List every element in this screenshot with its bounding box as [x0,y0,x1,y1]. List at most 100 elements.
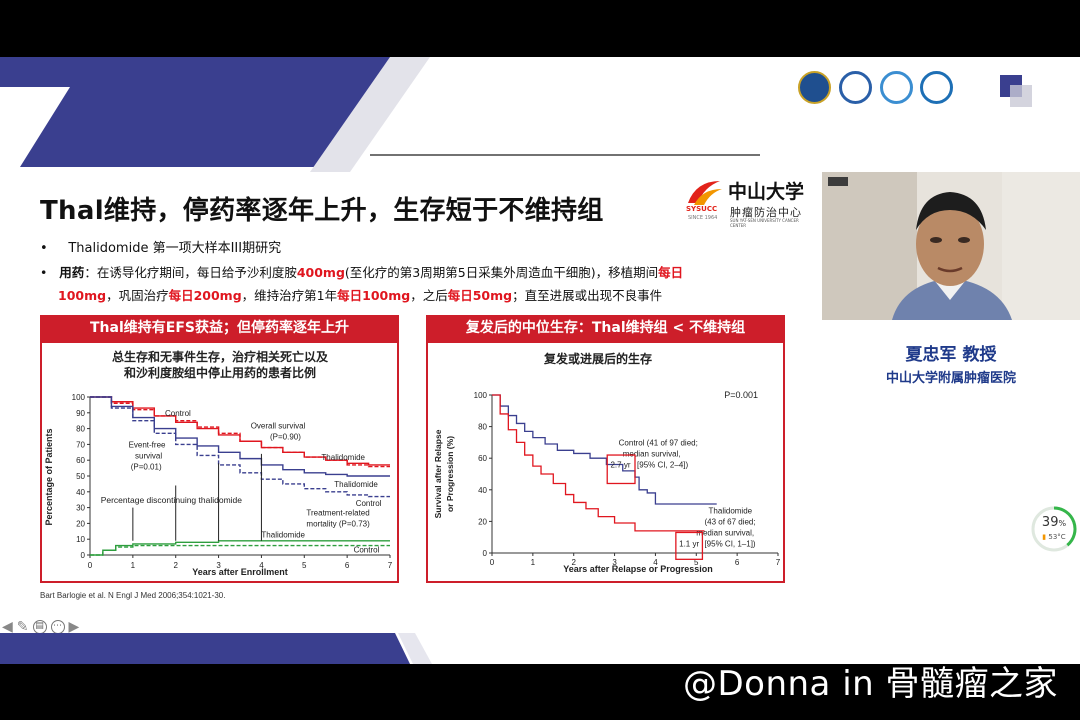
chart2-p-value: P=0.001 [724,390,758,400]
chart2-x-label: Years after Relapse or Progression [563,564,713,574]
post-relapse-survival-chart: 复发或进展后的生存 P=0.001 0 20 40 60 80 100 0 1 2 3 4 5 6 7 Year… [433,351,781,574]
chart2-y-tick-label: 40 [478,486,487,495]
chart2-annot-thal-3: median survival, [696,529,754,538]
dose-induction: 400mg [296,265,345,280]
chart1-annot-thal-trm: Thalidomide [261,531,305,540]
badge-percent-sign: % [1058,519,1067,528]
badge-ring [1031,506,1077,552]
next-arrow-icon[interactable]: ▶ [68,619,80,635]
chart2-control-median-box [606,454,636,485]
badge-percent-value: 39 [1041,515,1059,530]
chart2-x-tick-label: 3 [612,558,617,567]
thermometer-icon: ▮ [1042,533,1047,541]
chart2-y-tick-label: 60 [478,454,487,463]
chart1-x-label: Years after Enrollment [192,567,288,577]
chart1-annot-thal-efs: Thalidomide [334,480,378,489]
speaker-video[interactable] [822,172,1080,320]
chart2-annot-thal-4b: [95% CI, 1–1]) [704,540,755,549]
chart1-y-tick-label: 40 [76,488,85,497]
chart1-annot-efs-1: Event-free [129,441,166,450]
chart1-y-tick-label: 30 [76,504,85,513]
header-square-grey [1010,85,1032,107]
badge-temp: ▮ 53°C [1031,533,1077,541]
right-panel-title: 复发后的中位生存：Thal维持组 < 不维持组 [426,315,785,341]
bottom-black-bar [0,664,1080,720]
chart1-annot-discontinue: Percentage discontinuing thalidomide [101,495,243,505]
badge-percent: 39% [1031,515,1077,530]
chart1-series-thal-trm [90,540,390,556]
slide-header-decoration [0,57,1032,172]
dose-transplant-a: 每日 [658,265,684,280]
chart2-x-tick-label: 4 [653,558,658,567]
more-icon[interactable]: ⋯ [50,620,65,634]
bullet-2-text: ，巩固治疗 [106,288,169,303]
dose-maintenance-after: 每日50mg [447,288,513,303]
watermark: @Donna in 骨髓瘤之家 [682,664,1058,704]
dose-maintenance-y1: 每日100mg [337,288,411,303]
hospital-seal-2-icon [839,71,872,104]
footer-grey-stripe [398,633,432,664]
dose-transplant-b: 100mg [58,288,107,303]
sysucc-name-sub: 肿瘤防治中心 [730,206,802,219]
chart1-annot-control-os: Control [165,409,191,418]
dose-consolidation: 每日200mg [168,288,242,303]
slides-icon[interactable]: ▤ [32,620,47,634]
chart1-y-tick-label: 20 [76,519,85,528]
prev-arrow-icon[interactable]: ◀ [2,619,13,635]
left-panel: 总生存和无事件生存，治疗相关死亡以及 和沙利度胺组中停止用药的患者比例 0 10 20 3… [40,341,399,583]
bullet-2: • 用药：在诱导化疗期间，每日给予沙利度胺400mg(至化疗的第3周期第5日采集… [40,261,810,307]
slide-title: Thal维持，停药率逐年上升，生存短于不维持组 [40,196,604,226]
bullet-2-text: (至化疗的第3周期第5日采集外周造血干细胞)，移植期间 [344,265,659,280]
shared-screen: Thal维持，停药率逐年上升，生存短于不维持组 SYSUCC SINCE 196… [0,57,1080,664]
chart2-x-tick-label: 1 [531,558,536,567]
chart2-y-tick-label: 20 [478,517,487,526]
chart2-y-label-2: or Progression (%) [445,436,455,512]
bullet-2-text: ；直至进展或出现不良事件 [512,288,663,303]
chart2-y-tick-label: 100 [474,391,488,400]
bullet-1: • Thalidomide 第一项大样本III期研究 [40,237,281,256]
chart2-x-tick-label: 7 [776,558,781,567]
chart1-x-tick-label: 0 [88,561,93,570]
chart1-annot-efs-2: survival [135,452,162,461]
bullet-2-text: ：在诱导化疗期间，每日给予沙利度胺 [84,265,297,280]
chart1-x-tick-label: 4 [259,561,264,570]
chart1-x-tick-label: 2 [173,561,178,570]
chart1-title: 总生存和无事件生存，治疗相关死亡以及 [112,349,329,364]
hospital-seal-4-icon [920,71,953,104]
chart2-annot-thal-1: Thalidomide [709,507,753,516]
chart1-y-tick-label: 60 [76,456,85,465]
badge-temp-value: 53°C [1048,533,1066,541]
chart2-annot-control-2: median survival, [623,450,681,459]
bullet-2-label: 用药 [59,265,85,280]
chart1-series-thal-efs [90,396,390,477]
chart2-title: 复发或进展后的生存 [543,351,652,366]
chart1-x-tick-label: 1 [131,561,136,570]
chart1-y-tick-label: 10 [76,535,85,544]
chart2-y-tick-label: 0 [483,549,488,558]
sysucc-emblem-icon [688,181,722,205]
left-panel-title: Thal维持有EFS获益；但停药率逐年上升 [40,315,399,341]
slide-footer-decoration [0,633,432,664]
chart2-annot-control-3b: [95% CI, 2–4]) [637,461,688,470]
speaker-card: 夏忠军 教授 中山大学附属肿瘤医院 [822,320,1080,386]
chart1-y-tick-label: 50 [76,472,85,481]
bullet-2-text: ，之后 [410,288,448,303]
chart1-annot-overall-p: (P=0.90) [270,433,301,442]
header-white-wedge [0,87,70,167]
chart1-x-tick-label: 7 [388,561,393,570]
chart1-subtitle: 和沙利度胺组中停止用药的患者比例 [123,365,316,380]
chart2-y-label-1: Survival after Relapse [433,429,443,518]
chart2-thal-median-box [675,531,704,560]
citation: Bart Barlogie et al. N Engl J Med 2006;3… [40,591,226,600]
bullet-dot: • [40,265,60,280]
performance-badge[interactable]: 39% ▮ 53°C [1031,506,1077,552]
chart2-annot-control-3a: 2.7 yr [610,461,630,470]
sysucc-abbr: SYSUCC [686,205,718,213]
pen-icon[interactable]: ✎ [16,619,29,635]
chart2-annot-control-1: Control (41 of 97 died; [619,439,698,448]
chart2-x-tick-label: 6 [735,558,740,567]
bullet-dot: • [40,241,69,256]
bullet-2-text: ，维持治疗第1年 [241,288,338,303]
speaker-video-frame [822,172,1080,320]
